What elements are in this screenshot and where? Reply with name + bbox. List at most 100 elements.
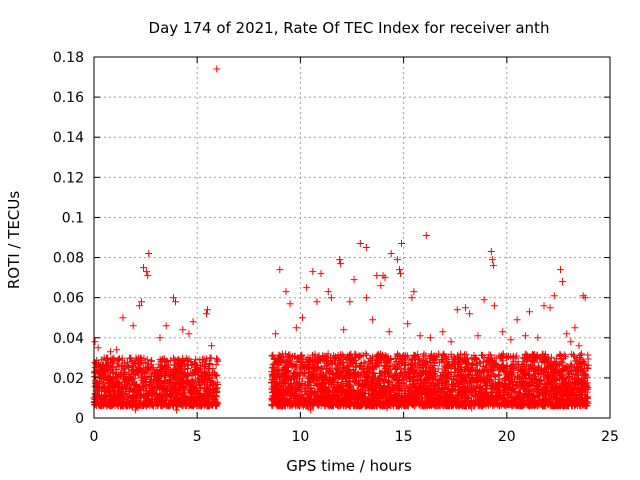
data-point: [407, 375, 415, 383]
data-point: [452, 393, 460, 401]
data-point: [411, 401, 419, 409]
data-point: [181, 362, 189, 370]
data-point: [575, 387, 582, 395]
data-point: [313, 359, 321, 366]
data-point: [426, 354, 434, 362]
data-point: [424, 374, 432, 382]
data-point: [391, 354, 399, 362]
data-point: [137, 401, 145, 409]
data-point: [129, 322, 137, 330]
data-point: [325, 365, 333, 373]
data-point: [582, 371, 590, 379]
data-point: [157, 384, 165, 392]
data-point: [408, 294, 416, 302]
data-point: [502, 386, 510, 394]
data-point: [109, 385, 117, 393]
data-point: [348, 385, 356, 393]
data-point: [95, 392, 103, 400]
data-point: [540, 402, 548, 410]
data-point: [545, 369, 553, 377]
data-point: [372, 386, 380, 394]
data-point: [394, 384, 402, 392]
data-point: [383, 353, 391, 361]
data-point: [373, 272, 381, 280]
data-point: [350, 356, 358, 364]
data-point: [461, 355, 469, 363]
data-point: [418, 387, 425, 395]
data-point: [390, 398, 398, 406]
data-point: [422, 352, 430, 360]
data-point: [280, 370, 288, 378]
data-point: [492, 394, 500, 402]
data-point: [531, 401, 539, 408]
data-point: [301, 369, 309, 377]
data-point: [342, 402, 350, 410]
data-point: [349, 365, 357, 373]
data-point: [173, 388, 181, 396]
data-point: [115, 355, 123, 363]
data-point: [161, 369, 169, 377]
data-point: [473, 377, 481, 385]
data-point: [398, 393, 406, 401]
data-point: [347, 350, 355, 358]
data-point: [367, 357, 375, 364]
data-point: [483, 388, 491, 396]
data-point: [521, 332, 529, 340]
data-point: [318, 388, 326, 396]
data-point: [322, 369, 330, 377]
data-point: [509, 379, 516, 387]
data-point: [372, 363, 380, 371]
data-point: [275, 361, 283, 369]
data-point: [190, 380, 198, 388]
data-point: [317, 270, 325, 278]
data-point: [205, 402, 213, 410]
data-point: [117, 402, 125, 410]
data-point: [451, 359, 459, 367]
data-point: [483, 378, 491, 386]
data-point: [572, 367, 579, 375]
data-point: [110, 356, 118, 364]
data-point: [504, 374, 512, 382]
data-point: [323, 388, 331, 396]
data-point: [337, 382, 345, 390]
data-point: [138, 374, 146, 382]
data-point: [432, 396, 440, 404]
data-point: [298, 351, 306, 359]
data-point: [358, 395, 366, 403]
data-point: [567, 350, 575, 358]
data-point: [490, 400, 497, 408]
data-point: [292, 324, 300, 332]
data-point: [340, 352, 348, 360]
data-point: [391, 361, 399, 369]
data-point: [209, 365, 217, 373]
data-point: [555, 397, 563, 405]
data-point: [573, 386, 581, 394]
data-point: [129, 366, 137, 374]
data-point: [194, 390, 202, 397]
data-point: [467, 381, 475, 389]
data-point: [297, 386, 305, 394]
data-point: [327, 366, 334, 374]
data-point: [155, 393, 163, 401]
grid-lines: [94, 57, 610, 418]
data-point: [333, 397, 341, 404]
data-point: [546, 304, 554, 312]
data-point: [197, 372, 205, 380]
data-point: [292, 391, 299, 399]
data-point: [532, 372, 539, 380]
data-point: [350, 276, 358, 284]
data-point: [185, 355, 193, 363]
data-point: [531, 351, 539, 358]
data-point: [370, 369, 378, 377]
data-point: [147, 378, 154, 386]
data-point: [118, 354, 126, 362]
data-point: [454, 351, 462, 359]
data-point: [474, 332, 482, 340]
data-point: [503, 363, 511, 371]
data-point: [471, 355, 479, 363]
data-point: [383, 388, 391, 396]
data-point: [507, 370, 515, 378]
data-point: [281, 394, 289, 402]
data-point: [453, 306, 461, 314]
data-point: [551, 376, 559, 384]
